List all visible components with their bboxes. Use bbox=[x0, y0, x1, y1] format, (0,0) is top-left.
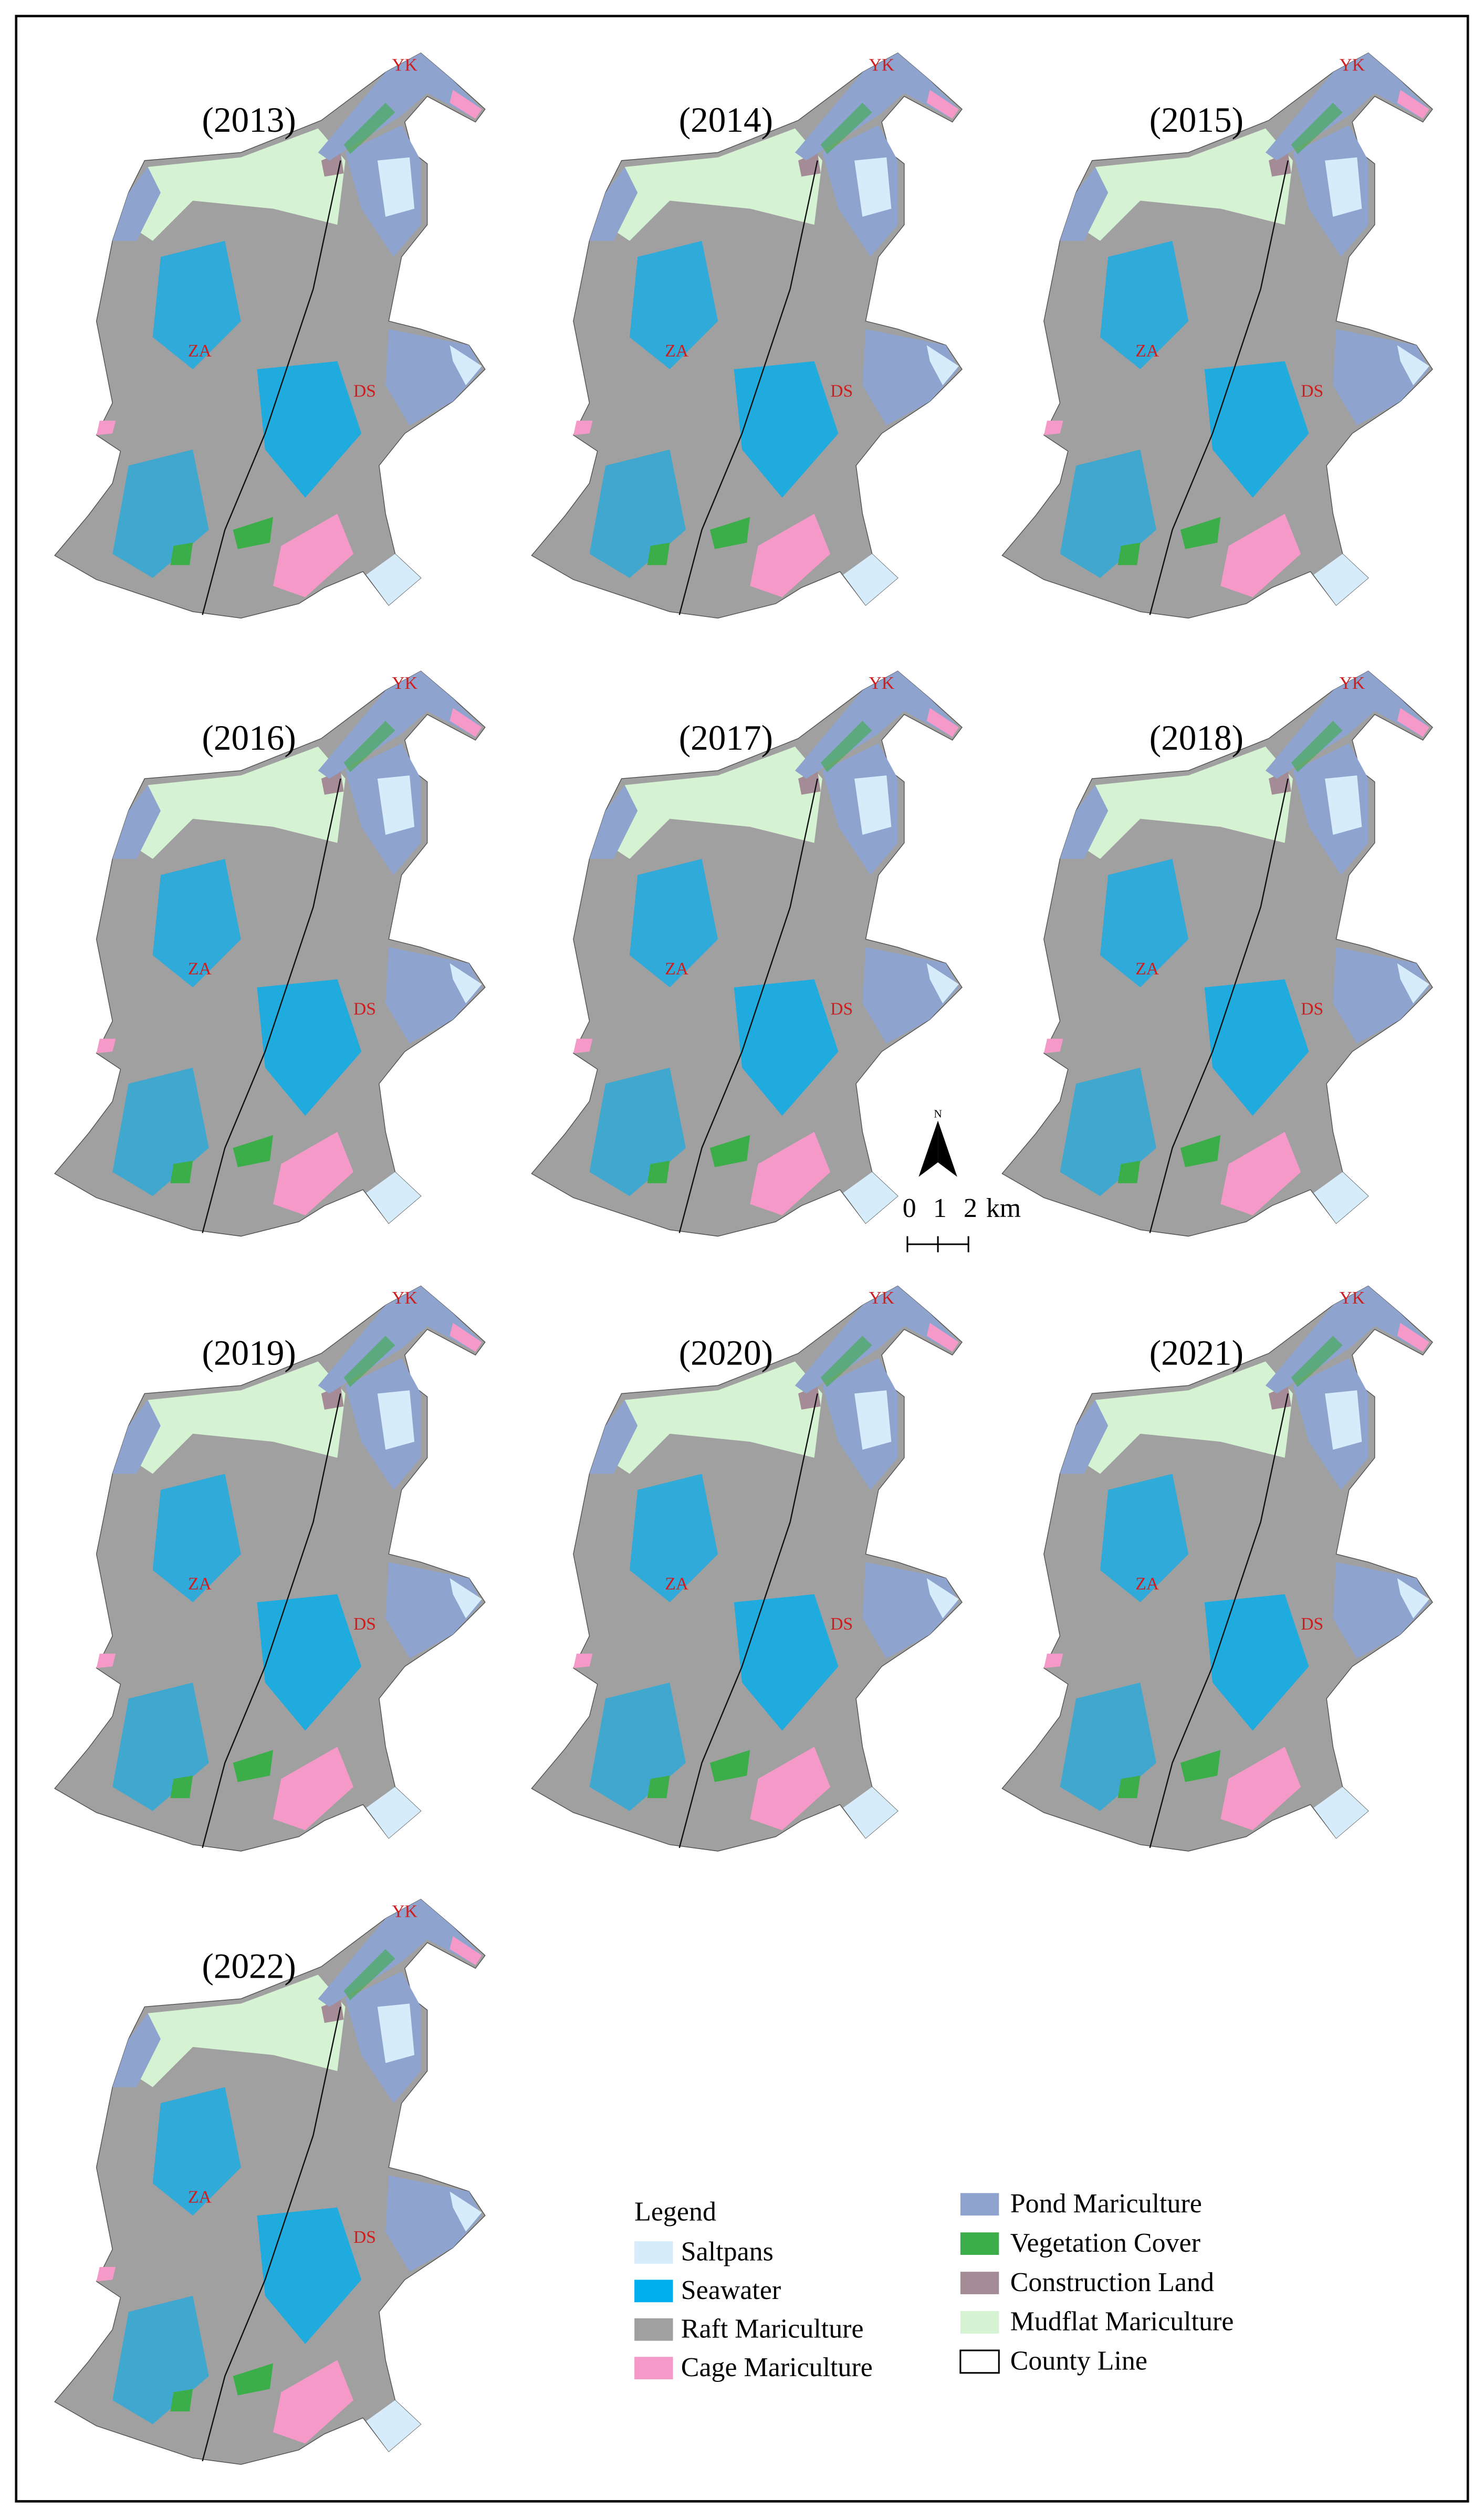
place-label: ZA bbox=[188, 341, 212, 361]
place-label: ZA bbox=[188, 1574, 212, 1593]
scale-label: 2 bbox=[964, 1193, 977, 1223]
legend-swatch bbox=[960, 2193, 999, 2216]
place-label: YK bbox=[392, 1902, 417, 1921]
legend-label: Seawater bbox=[681, 2275, 781, 2305]
panel-year: (2018) bbox=[1149, 718, 1243, 758]
legend-swatch bbox=[634, 2357, 673, 2380]
legend-label: Cage Mariculture bbox=[681, 2353, 873, 2382]
panel-year: (2014) bbox=[679, 100, 773, 140]
place-label: YK bbox=[869, 674, 895, 693]
place-label: DS bbox=[830, 1614, 853, 1634]
map-panel: (2019) ZA DS YK bbox=[54, 1285, 486, 1852]
north-arrow bbox=[918, 1120, 957, 1177]
map-panel: (2022) ZA DS YK bbox=[54, 1898, 486, 2465]
place-label: YK bbox=[1340, 56, 1365, 75]
place-label: DS bbox=[353, 381, 376, 401]
legend-label: Pond Mariculture bbox=[1010, 2189, 1202, 2219]
legend-swatch bbox=[959, 2349, 1000, 2374]
panel-year: (2016) bbox=[202, 718, 296, 758]
map-panel: (2021) ZA DS YK bbox=[1001, 1285, 1434, 1852]
frame bbox=[15, 15, 1469, 2503]
map-panel: (2020) ZA DS YK bbox=[530, 1285, 963, 1852]
place-label: ZA bbox=[665, 341, 689, 361]
panel-year: (2021) bbox=[1149, 1333, 1243, 1372]
place-label: ZA bbox=[1135, 1574, 1159, 1593]
legend-swatch bbox=[634, 2241, 673, 2264]
map-panel: (2017) ZA DS YK bbox=[530, 670, 963, 1237]
panel-year: (2015) bbox=[1149, 100, 1243, 140]
place-label: DS bbox=[1301, 1000, 1323, 1019]
place-label: DS bbox=[830, 1000, 853, 1019]
map-panel: (2015) ZA DS YK bbox=[1001, 52, 1434, 619]
legend-label: Saltpans bbox=[681, 2237, 774, 2267]
legend-title: Legend bbox=[634, 2197, 716, 2227]
place-label: DS bbox=[353, 1614, 376, 1634]
place-label: YK bbox=[869, 1288, 895, 1308]
legend-swatch bbox=[960, 2272, 999, 2294]
map-panel: (2013) ZA DS YK bbox=[54, 52, 486, 619]
place-label: ZA bbox=[1135, 341, 1159, 361]
legend-label: Raft Mariculture bbox=[681, 2314, 864, 2344]
place-label: ZA bbox=[1135, 959, 1159, 979]
legend-label: Vegetation Cover bbox=[1010, 2228, 1200, 2258]
panel-year: (2020) bbox=[679, 1333, 773, 1372]
map-panel: (2018) ZA DS YK bbox=[1001, 670, 1434, 1237]
legend-label: Mudflat Mariculture bbox=[1010, 2307, 1234, 2337]
place-label: ZA bbox=[665, 959, 689, 979]
north-label: N bbox=[934, 1107, 942, 1120]
map-panel: (2016) ZA DS YK bbox=[54, 670, 486, 1237]
place-label: DS bbox=[353, 1000, 376, 1019]
place-label: ZA bbox=[665, 1574, 689, 1593]
panel-year: (2013) bbox=[202, 100, 296, 140]
legend-swatch bbox=[960, 2232, 999, 2255]
place-label: YK bbox=[392, 56, 417, 75]
place-label: YK bbox=[392, 1288, 417, 1308]
scale-label: 1 bbox=[933, 1193, 947, 1223]
place-label: YK bbox=[392, 674, 417, 693]
scale-unit: km bbox=[986, 1193, 1021, 1223]
legend-swatch bbox=[960, 2311, 999, 2334]
place-label: DS bbox=[1301, 1614, 1323, 1634]
place-label: YK bbox=[1340, 674, 1365, 693]
legend-swatch bbox=[634, 2318, 673, 2341]
legend-label: County Line bbox=[1010, 2346, 1147, 2376]
panel-year: (2017) bbox=[679, 718, 773, 758]
place-label: DS bbox=[1301, 381, 1323, 401]
map-panel: (2014) ZA DS YK bbox=[530, 52, 963, 619]
panel-year: (2022) bbox=[202, 1946, 296, 1986]
legend-swatch bbox=[634, 2280, 673, 2303]
place-label: ZA bbox=[188, 2188, 212, 2207]
place-label: DS bbox=[830, 381, 853, 401]
place-label: DS bbox=[353, 2228, 376, 2247]
panel-year: (2019) bbox=[202, 1333, 296, 1372]
scale-bar bbox=[906, 1236, 969, 1253]
place-label: YK bbox=[869, 56, 895, 75]
place-label: ZA bbox=[188, 959, 212, 979]
place-label: YK bbox=[1340, 1288, 1365, 1308]
scale-label: 0 bbox=[903, 1193, 916, 1223]
legend-label: Construction Land bbox=[1010, 2267, 1214, 2297]
